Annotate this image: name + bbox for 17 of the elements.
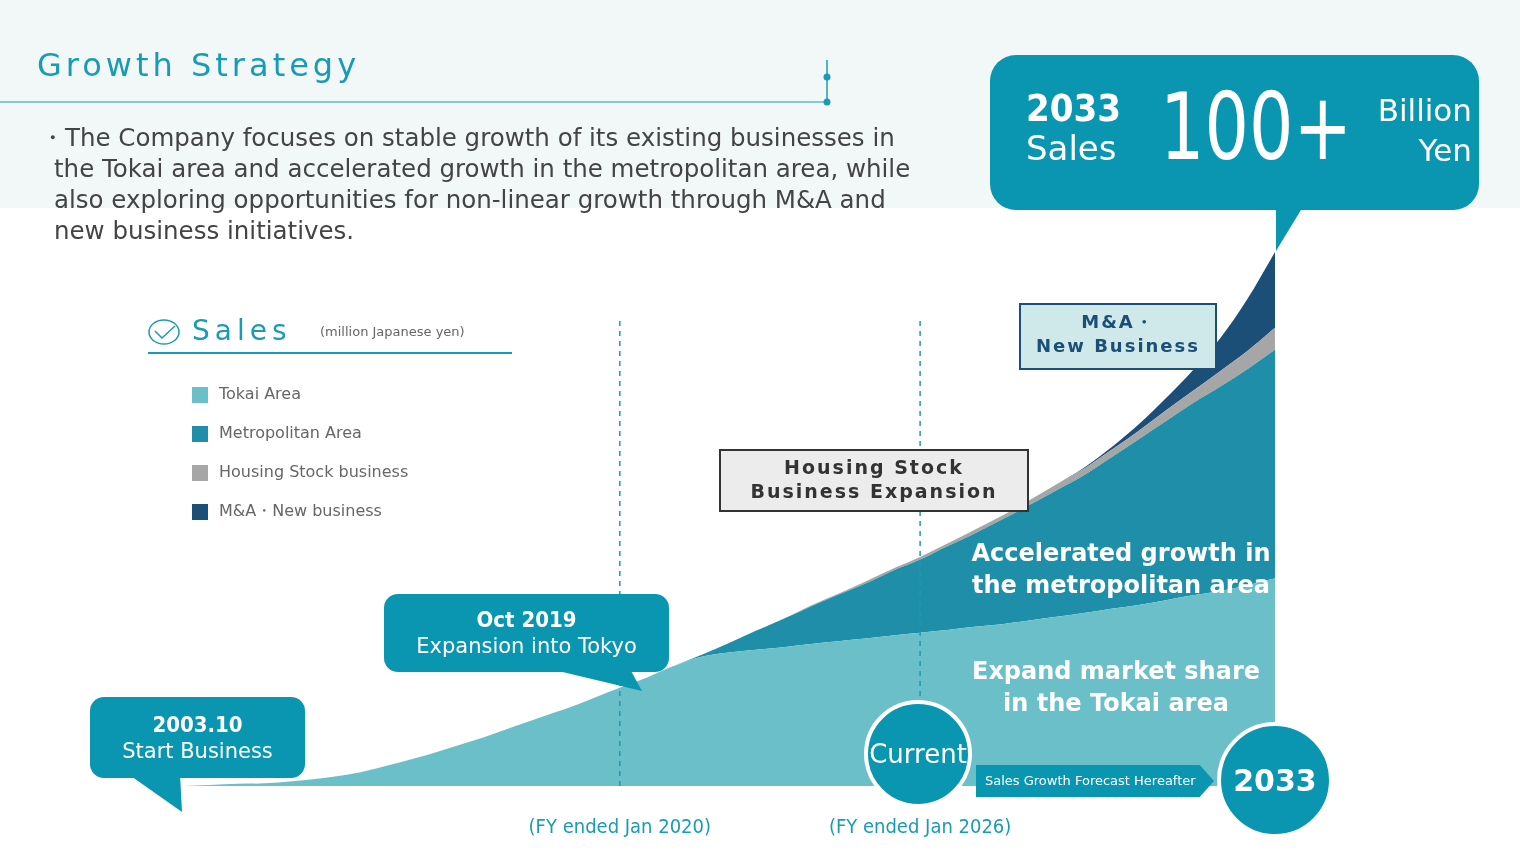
text: 2033 Sales — [1026, 86, 1122, 168]
x-tick-label: (FY ended Jan 2026) — [828, 814, 1012, 839]
legend-label: Housing Stock business — [219, 462, 409, 481]
legend-label: M&A・New business — [219, 501, 382, 522]
x-tick-label: (FY ended Jan 2020) — [528, 814, 712, 839]
text: 100+ — [1160, 74, 1353, 181]
annotation: Accelerated growth in the metropolitan area — [970, 538, 1272, 601]
annotation: Oct 2019 Expansion into Tokyo — [416, 606, 637, 660]
chart-subtitle: ・The Company focuses on stable growth of its existing businesses in the Tokai area and accelerated growth in the metropolitan area, while also exploring opportunities for non-linear growth through M&A and new business initiatives. — [40, 122, 912, 246]
text: Billion Yen — [1376, 91, 1472, 170]
legend-title: Sales — [192, 314, 292, 347]
legend-label: Tokai Area — [219, 384, 301, 403]
chart-title: Growth Strategy — [37, 46, 361, 84]
y-axis-title: (million Japanese yen) — [320, 324, 465, 339]
annotation: Expand market share in the Tokai area — [971, 656, 1261, 719]
annotation: 2003.10 Start Business — [122, 710, 273, 765]
legend-label: Metropolitan Area — [219, 423, 362, 442]
